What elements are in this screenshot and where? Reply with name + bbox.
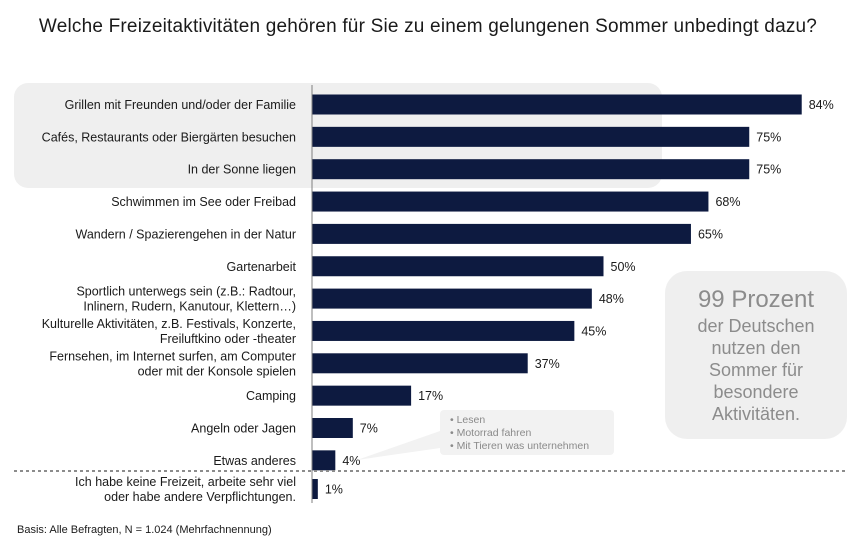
value-label-6: 48% [599,292,624,306]
bar-6 [312,288,592,309]
category-label-12: Ich habe keine Freizeit, arbeite sehr vi… [75,475,296,504]
category-label-10: Angeln oder Jagen [191,422,296,436]
stat-callout: 99 Prozent der Deutschen nutzen den Somm… [665,271,847,439]
value-label-12: 1% [325,483,343,497]
stat-headline: 99 Prozent [697,286,815,313]
category-label-8: Fernsehen, im Internet surfen, am Comput… [49,349,296,378]
category-label-11: Etwas anderes [213,454,296,468]
value-label-9: 17% [418,389,443,403]
chart-title: Welche Freizeitaktivitäten gehören für S… [38,16,818,37]
category-label-4: Wandern / Spazierengehen in der Natur [75,227,296,241]
category-label-9: Camping [246,389,296,403]
value-label-1: 75% [756,130,781,144]
value-label-8: 37% [535,357,560,371]
basis-note: Basis: Alle Befragten, N = 1.024 (Mehrfa… [17,524,272,536]
bar-7 [312,320,575,341]
other-item-2: • Mit Tieren was unternehmen [450,440,589,452]
bar-4 [312,223,691,244]
category-label-5: Gartenarbeit [227,260,297,274]
value-label-0: 84% [809,98,834,112]
bar-9 [312,385,412,406]
other-item-0: • Lesen [450,414,485,426]
bar-8 [312,353,528,374]
bar-5 [312,256,604,277]
category-label-2: In der Sonne liegen [188,163,296,177]
bar-10 [312,418,353,438]
bar-12 [312,479,318,499]
category-label-1: Cafés, Restaurants oder Biergärten besuc… [42,130,296,144]
other-annotation: • Lesen• Motorrad fahren• Mit Tieren was… [357,410,614,460]
category-label-0: Grillen mit Freunden und/oder der Famili… [65,98,296,112]
bar-3 [312,191,709,212]
bar-0 [312,94,802,115]
value-label-7: 45% [581,324,606,338]
value-label-10: 7% [360,422,378,436]
value-label-5: 50% [611,260,636,274]
category-label-3: Schwimmen im See oder Freibad [111,195,296,209]
value-label-3: 68% [715,195,740,209]
bar-11 [312,450,336,471]
category-label-7: Kulturelle Aktivitäten, z.B. Festivals, … [42,317,296,346]
category-label-6: Sportlich unterwegs sein (z.B.: Radtour,… [76,285,296,314]
bar-1 [312,126,750,147]
value-label-2: 75% [756,163,781,177]
stat-body: der Deutschen nutzen den Sommer für beso… [697,316,815,424]
other-item-1: • Motorrad fahren [450,427,531,439]
value-label-4: 65% [698,227,723,241]
bar-2 [312,159,750,180]
value-label-11: 4% [342,454,360,468]
